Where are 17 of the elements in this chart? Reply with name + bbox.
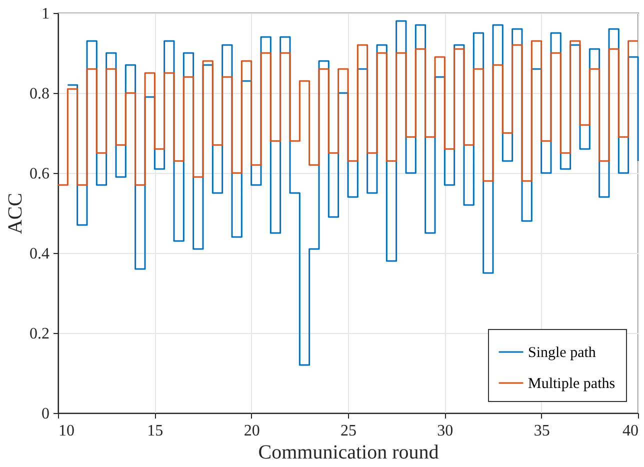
y-tick-label: 0.8 (30, 86, 50, 102)
x-tick-label: 30 (437, 422, 454, 440)
x-tick-label: 20 (244, 422, 260, 440)
x-tick-label: 40 (622, 422, 638, 440)
x-tick-label: 10 (58, 422, 74, 440)
y-axis-title: ACC (4, 192, 26, 234)
y-tick-label: 0 (42, 406, 50, 422)
y-tick-label: 0.6 (30, 166, 50, 182)
x-tick-label: 15 (147, 422, 164, 440)
y-tick-label: 0.2 (30, 326, 50, 342)
y-tick-label: 1 (42, 6, 50, 22)
x-tick-label: 25 (340, 422, 356, 440)
x-tick-label: 35 (534, 422, 550, 440)
x-axis-title: Communication round (258, 442, 439, 464)
legend-label: Single path (528, 345, 596, 361)
y-tick-label: 0.4 (30, 246, 50, 262)
legend-label: Multiple paths (528, 376, 616, 392)
